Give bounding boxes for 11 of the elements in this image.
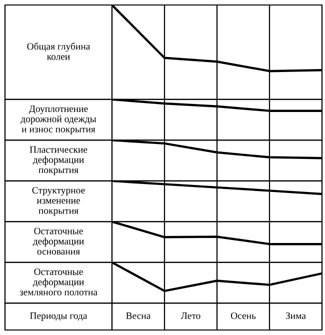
y-axis-title: Общая глубина колеи [27, 42, 90, 60]
y-axis-title: Пластические деформации покрытия [30, 146, 88, 176]
y-axis-title: Структурное изменение покрытия [32, 187, 85, 216]
y-axis-title: Доуплотнение дорожной одежды и износ покрытия [20, 106, 96, 134]
category-label: Лето [180, 312, 200, 320]
y-axis-title: Остаточные деформации земляного полотна [20, 268, 98, 296]
text: Периоды года [30, 312, 88, 321]
category-label: Весна [126, 312, 151, 320]
category-label: Осень [230, 312, 256, 320]
category-label: Зима [286, 312, 306, 320]
y-axis-title: Остаточные деформации основания [32, 228, 84, 255]
